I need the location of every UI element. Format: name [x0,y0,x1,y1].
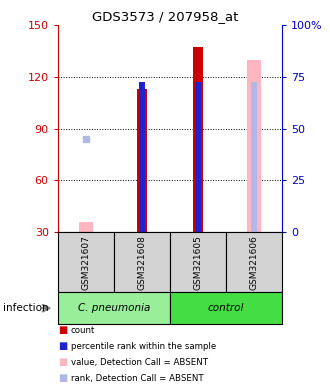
Text: C. pneumonia: C. pneumonia [78,303,150,313]
Text: value, Detection Call = ABSENT: value, Detection Call = ABSENT [71,358,208,367]
Text: ■: ■ [58,357,67,367]
FancyBboxPatch shape [226,232,282,292]
Text: GSM321607: GSM321607 [81,235,90,290]
Bar [79,222,93,232]
FancyBboxPatch shape [114,232,170,292]
FancyBboxPatch shape [170,292,282,324]
Text: ■: ■ [58,373,67,383]
Bar [193,47,203,232]
Text: control: control [208,303,244,313]
Bar [195,82,201,232]
Text: percentile rank within the sample: percentile rank within the sample [71,342,216,351]
FancyBboxPatch shape [170,232,226,292]
Text: infection: infection [3,303,49,313]
Text: ■: ■ [58,341,67,351]
Text: GSM321606: GSM321606 [249,235,259,290]
FancyBboxPatch shape [58,232,114,292]
Bar [137,89,147,232]
Bar [139,82,145,232]
Text: GSM321605: GSM321605 [193,235,203,290]
Text: GDS3573 / 207958_at: GDS3573 / 207958_at [92,10,238,23]
Text: ■: ■ [58,325,67,335]
Text: rank, Detection Call = ABSENT: rank, Detection Call = ABSENT [71,374,204,383]
Text: count: count [71,326,95,335]
Bar [251,82,257,232]
Bar [247,60,261,232]
Text: GSM321608: GSM321608 [137,235,147,290]
FancyBboxPatch shape [58,292,170,324]
